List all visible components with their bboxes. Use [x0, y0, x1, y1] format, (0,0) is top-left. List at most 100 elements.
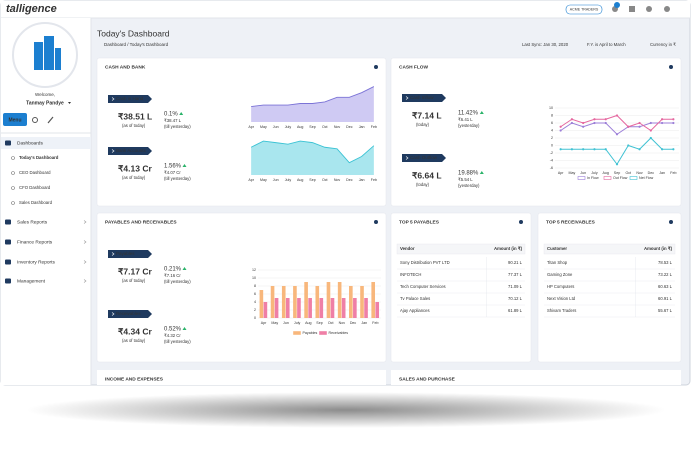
- y-tick-label: 4: [254, 300, 256, 304]
- info-icon[interactable]: [669, 220, 673, 224]
- kpi-label: Payables: [116, 251, 135, 256]
- x-tick-label: July: [285, 125, 292, 129]
- kpi-change: 11.42%: [458, 111, 479, 117]
- company-name: ACME TRADERS: [570, 7, 599, 11]
- y-tick-label: 12: [252, 268, 256, 272]
- sync-icon[interactable]: [32, 117, 38, 123]
- legend-label: Receivables: [329, 331, 349, 335]
- bar: [330, 298, 335, 318]
- nav-item[interactable]: Sales Reports: [17, 219, 48, 225]
- x-tick-label: Sep: [316, 321, 322, 325]
- x-tick-label: Oct: [322, 178, 328, 182]
- nav-item[interactable]: CEO Dashboard: [19, 170, 51, 175]
- nav-item[interactable]: Today's Dashboard: [19, 155, 59, 160]
- up-arrow: [182, 327, 187, 330]
- nav-icon: [5, 259, 11, 265]
- kpi-label: Cash Outflow: [410, 155, 438, 160]
- nav-icon: [5, 219, 11, 225]
- legend-swatch: [319, 331, 327, 335]
- kpi-note: (as of today): [122, 278, 146, 283]
- legend-label: In Flow: [587, 176, 599, 180]
- x-tick-label: Dec: [346, 178, 353, 182]
- nav-item[interactable]: Dashboards: [17, 140, 43, 146]
- menu-label: Menu: [8, 117, 21, 123]
- nav-item[interactable]: Management: [17, 278, 46, 284]
- point: [570, 118, 574, 121]
- table-cell: Gaming Zone: [547, 272, 573, 277]
- area-line: [250, 140, 375, 164]
- column-header: Vendor: [400, 246, 415, 251]
- notification-badge[interactable]: [614, 2, 620, 8]
- avatar-icon: [34, 36, 61, 70]
- nav-bullet: [11, 201, 15, 205]
- kpi-change: 1.56%: [164, 164, 182, 170]
- point: [570, 121, 574, 125]
- kpi-value: ₹7.17 Cr: [118, 266, 152, 276]
- kpi-badge-arrow: [111, 312, 115, 316]
- legend-swatch: [603, 176, 612, 180]
- bar: [270, 286, 275, 318]
- card-title: CASH FLOW: [399, 64, 429, 70]
- bar: [297, 298, 301, 318]
- edit-icon[interactable]: [47, 116, 54, 124]
- info-icon[interactable]: [519, 220, 523, 224]
- y-tick-label: -4: [550, 158, 553, 162]
- y-tick-label: 0: [551, 143, 553, 147]
- kpi-value: ₹7.14 L: [412, 110, 442, 120]
- table-header-bg: [396, 243, 526, 255]
- bar: [315, 286, 320, 318]
- legend-swatch: [577, 176, 586, 180]
- x-tick-label: May: [569, 171, 576, 175]
- nav-item[interactable]: CFO Dashboard: [19, 185, 51, 190]
- bar: [285, 298, 290, 318]
- bar: [326, 282, 331, 318]
- nav-item[interactable]: Inventory Reports: [17, 259, 55, 265]
- bar: [281, 286, 286, 318]
- top-bar: [1, 1, 690, 18]
- x-tick-label: Nov: [334, 178, 341, 182]
- kpi-badge: [402, 154, 446, 162]
- kpi-note: (as of today): [122, 338, 146, 343]
- point: [615, 133, 619, 136]
- y-tick-label: 10: [252, 276, 256, 280]
- menu-button[interactable]: [3, 113, 27, 126]
- info-icon[interactable]: [669, 65, 673, 69]
- point: [604, 118, 607, 121]
- breadcrumb: Dashboard / Today's Dashboard: [104, 42, 169, 47]
- bar: [308, 298, 312, 318]
- card-title: SALES AND PURCHASE: [399, 376, 456, 382]
- y-tick-label: 8: [254, 284, 256, 288]
- kpi-label: Bank Accounts: [116, 148, 147, 153]
- y-tick-label: 8: [551, 113, 553, 117]
- x-tick-label: May: [271, 321, 278, 325]
- point: [660, 148, 664, 151]
- nav-item[interactable]: Sales Dashboard: [19, 200, 53, 205]
- table-cell: HP Computers: [547, 284, 574, 289]
- x-tick-label: Sep: [614, 171, 620, 175]
- up-arrow: [479, 111, 484, 114]
- kpi-change: 0.52%: [164, 327, 182, 333]
- x-tick-label: Nov: [636, 171, 643, 175]
- logo: talligence: [6, 3, 57, 15]
- kpi-change: 19.88%: [458, 171, 479, 177]
- x-tick-label: Jan: [361, 321, 367, 325]
- legend-label: Net Flow: [639, 176, 654, 180]
- info-icon[interactable]: [374, 220, 378, 224]
- kpi-value: ₹6.64 L: [412, 170, 442, 180]
- page-title: Today's Dashboard: [97, 28, 170, 38]
- point: [593, 148, 596, 151]
- kpi-badge: [108, 250, 152, 258]
- point: [660, 118, 664, 121]
- nav-item[interactable]: Finance Reports: [17, 239, 53, 245]
- kpi-label: Cash in Hand: [116, 96, 144, 101]
- area: [251, 86, 374, 122]
- user-caret[interactable]: [68, 102, 71, 104]
- card: [96, 212, 387, 363]
- kpi-change: 0.21%: [164, 267, 182, 273]
- up-arrow: [179, 112, 184, 115]
- company-button[interactable]: [565, 4, 603, 15]
- table-cell: 78.53 L: [658, 260, 673, 265]
- y-tick-label: 6: [254, 292, 256, 296]
- bar: [337, 282, 342, 318]
- info-icon[interactable]: [374, 65, 378, 69]
